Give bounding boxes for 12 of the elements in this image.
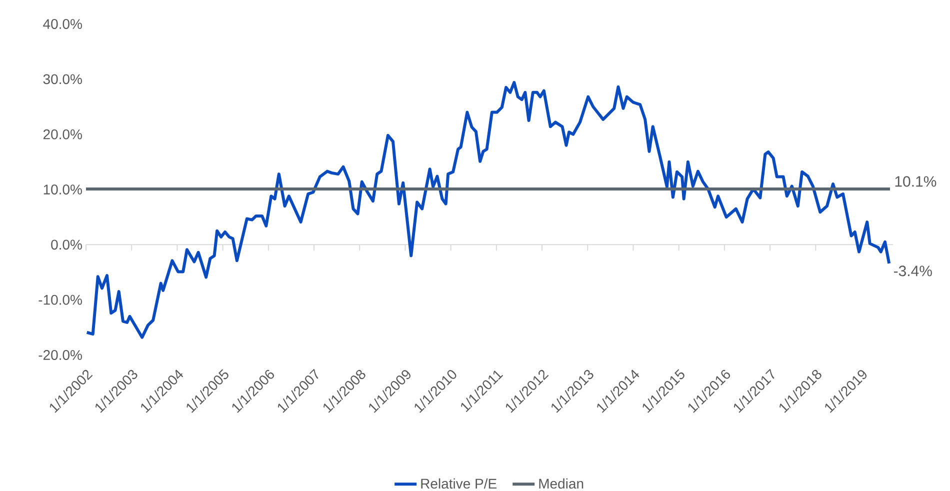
- legend-label: Relative P/E: [421, 478, 496, 489]
- legend-label: Median: [539, 478, 584, 489]
- annotation: -3.4%: [894, 266, 932, 276]
- y-tick-label: -10.0%: [38, 294, 82, 305]
- y-tick-label: 40.0%: [43, 19, 82, 29]
- y-tick-label: 20.0%: [43, 129, 82, 140]
- y-tick-label: 0.0%: [51, 240, 82, 250]
- y-tick-label: -20.0%: [38, 350, 82, 360]
- y-tick-label: 10.0%: [44, 184, 82, 194]
- line-series: [85, 80, 891, 339]
- y-tick-label: 30.0%: [43, 74, 82, 84]
- annotation: 10.1%: [895, 176, 936, 187]
